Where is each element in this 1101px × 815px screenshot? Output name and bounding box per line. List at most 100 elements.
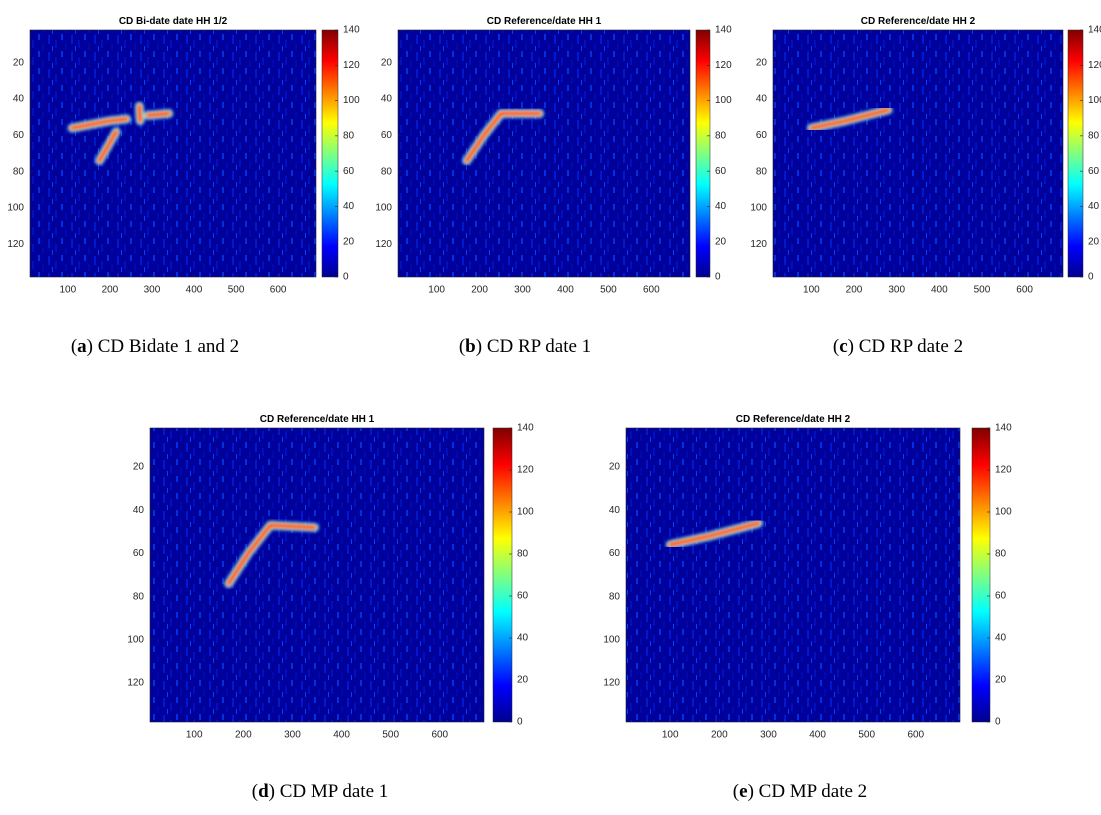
heatmap (398, 30, 690, 277)
colorbar-tick-label: 80 (995, 549, 1007, 560)
heatmap-features (462, 109, 545, 166)
colorbar-tick-label: 20 (715, 236, 727, 247)
colorbar-tick-label: 120 (715, 60, 732, 71)
colorbar-tick-label: 20 (995, 675, 1007, 686)
hot-streak (464, 111, 542, 163)
y-tick-label: 120 (603, 678, 620, 689)
heatmap-features (224, 520, 320, 589)
x-tick-label: 200 (711, 730, 728, 741)
hot-streak (146, 111, 171, 118)
colorbar-tick-label: 40 (517, 633, 529, 644)
plot-frame (149, 427, 485, 723)
y-tick-label: 20 (133, 462, 145, 473)
colorbar-tick-label: 0 (995, 717, 1001, 728)
y-tick-label: 60 (756, 130, 768, 141)
heatmap-features (67, 101, 174, 166)
y-tick-label: 20 (13, 57, 25, 68)
colorbar-tick-label: 60 (517, 591, 529, 602)
colorbar (971, 427, 991, 723)
colorbar-tick-label: 0 (1088, 272, 1094, 283)
caption: (d) CD MP date 1 (252, 781, 389, 802)
y-tick-label: 60 (381, 130, 393, 141)
x-tick-label: 300 (144, 285, 161, 296)
colorbar-tick-label: 60 (343, 166, 355, 177)
colorbar-tick-label: 40 (715, 201, 727, 212)
y-tick-label: 80 (381, 166, 393, 177)
heatmap-features (806, 105, 893, 133)
y-tick-label: 60 (13, 130, 25, 141)
x-tick-label: 200 (235, 730, 252, 741)
colorbar (695, 29, 711, 278)
y-tick-label: 20 (381, 57, 393, 68)
colorbar-tick-label: 80 (517, 549, 529, 560)
x-tick-label: 500 (228, 285, 245, 296)
colorbar-tick-label: 140 (1088, 25, 1101, 36)
caption-part: e (739, 781, 747, 802)
colorbar-tick-label: 120 (517, 465, 534, 476)
hot-streak (809, 108, 890, 130)
colorbar-tick-label: 100 (517, 507, 534, 518)
caption-part: ) CD Bidate 1 and 2 (87, 336, 240, 357)
x-tick-label: 600 (270, 285, 287, 296)
y-tick-label: 100 (603, 634, 620, 645)
plot-frame (29, 29, 317, 278)
y-tick-label: 100 (375, 203, 392, 214)
caption-part: d (258, 781, 269, 802)
x-tick-label: 400 (809, 730, 826, 741)
x-tick-label: 200 (846, 285, 863, 296)
x-tick-label: 600 (643, 285, 660, 296)
y-tick-label: 80 (13, 166, 25, 177)
chart-title: CD Reference/date HH 2 (736, 414, 851, 425)
caption: (b) CD RP date 1 (459, 336, 591, 357)
x-tick-label: 500 (382, 730, 399, 741)
x-tick-label: 300 (888, 285, 905, 296)
colorbar-tick-label: 120 (1088, 60, 1101, 71)
y-tick-label: 40 (133, 505, 145, 516)
y-tick-label: 80 (756, 166, 768, 177)
x-tick-label: 600 (1016, 285, 1033, 296)
plot-frame (397, 29, 691, 278)
chart-title: CD Reference/date HH 1 (487, 16, 602, 27)
caption-part: ( (252, 781, 258, 802)
y-tick-label: 80 (609, 591, 621, 602)
caption: (a) CD Bidate 1 and 2 (71, 336, 239, 357)
hot-streak (226, 523, 317, 586)
x-tick-label: 200 (102, 285, 119, 296)
y-tick-label: 20 (609, 462, 621, 473)
colorbar-tick-label: 60 (1088, 166, 1100, 177)
colorbar-tick-label: 0 (343, 272, 349, 283)
x-tick-label: 100 (662, 730, 679, 741)
heatmap (773, 30, 1063, 277)
y-tick-label: 100 (127, 634, 144, 645)
caption-part: ( (833, 336, 839, 357)
chart-title: CD Bi-date date HH 1/2 (119, 16, 228, 27)
colorbar-tick-label: 80 (1088, 130, 1100, 141)
x-tick-label: 100 (803, 285, 820, 296)
plot-frame (772, 29, 1064, 278)
heatmap (30, 30, 316, 277)
x-tick-label: 600 (907, 730, 924, 741)
y-tick-label: 40 (756, 94, 768, 105)
x-tick-label: 500 (600, 285, 617, 296)
colorbar-tick-label: 140 (715, 25, 732, 36)
y-tick-label: 120 (127, 678, 144, 689)
colorbar-tick-label: 40 (995, 633, 1007, 644)
x-tick-label: 100 (186, 730, 203, 741)
chart-title: CD Reference/date HH 1 (260, 414, 375, 425)
hot-streak (70, 117, 129, 130)
plot-frame (625, 427, 961, 723)
caption-part: ( (71, 336, 77, 357)
colorbar (321, 29, 339, 278)
x-tick-label: 300 (284, 730, 301, 741)
caption-part: a (77, 336, 87, 357)
y-tick-label: 40 (609, 505, 621, 516)
y-tick-label: 60 (133, 548, 145, 559)
heatmap (150, 428, 484, 722)
colorbar-tick-label: 40 (343, 201, 355, 212)
y-tick-label: 120 (750, 239, 767, 250)
colorbar-tick-label: 100 (715, 95, 732, 106)
hot-streak (97, 129, 118, 163)
caption-part: c (839, 336, 847, 357)
caption-part: ) CD MP date 1 (269, 781, 389, 802)
